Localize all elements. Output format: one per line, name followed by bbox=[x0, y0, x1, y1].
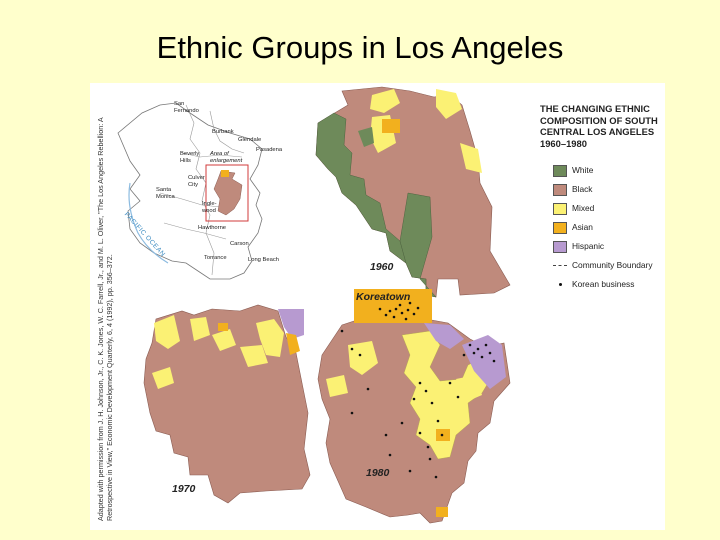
inset-map bbox=[117, 102, 263, 280]
legend-swatch-mixed bbox=[553, 203, 567, 215]
label-area-of-enlargement: Area of enlargement bbox=[210, 151, 243, 164]
legend-item-mixed: Mixed bbox=[553, 201, 663, 220]
legend-label-community-boundary: Community Boundary bbox=[572, 260, 653, 270]
mixed-area-1970 bbox=[190, 317, 210, 341]
area-of-enlargement-box bbox=[205, 164, 249, 222]
year-label-1960: 1960 bbox=[370, 261, 394, 273]
legend: White Black Mixed Asian Hispanic Communi… bbox=[553, 163, 663, 296]
county-outline bbox=[117, 102, 263, 280]
map-1980 bbox=[317, 289, 511, 524]
freeway-line bbox=[163, 222, 227, 240]
legend-item-white: White bbox=[553, 163, 663, 182]
asian-area-1960 bbox=[382, 119, 400, 133]
year-label-1970: 1970 bbox=[172, 483, 196, 495]
legend-label-asian: Asian bbox=[572, 222, 593, 232]
label-glendale: Glendale bbox=[238, 137, 262, 143]
hispanic-area-1970 bbox=[278, 309, 304, 339]
label-torrance: Torrance bbox=[204, 255, 227, 261]
mixed-area-1980 bbox=[348, 341, 378, 375]
freeway-line bbox=[159, 192, 221, 208]
korean-business-dot-icon bbox=[559, 283, 562, 286]
legend-swatch-white bbox=[553, 165, 567, 177]
legend-label-korean-business: Korean business bbox=[572, 279, 635, 289]
legend-swatch-hispanic bbox=[553, 241, 567, 253]
legend-swatch-black bbox=[553, 184, 567, 196]
year-label-1980: 1980 bbox=[366, 467, 390, 479]
asian-area-1970 bbox=[218, 323, 228, 331]
legend-item-community-boundary: Community Boundary bbox=[553, 258, 663, 277]
label-carson: Carson bbox=[230, 241, 249, 247]
label-pasadena: Pasadena bbox=[256, 147, 283, 153]
label-santa-monica: Santa Monica bbox=[156, 187, 175, 200]
mixed-area-1980 bbox=[401, 330, 495, 460]
maps-drawing bbox=[117, 86, 511, 524]
mixed-area-1970 bbox=[212, 329, 236, 351]
label-burbank: Burbank bbox=[212, 129, 234, 135]
legend-item-hispanic: Hispanic bbox=[553, 239, 663, 258]
map-1970 bbox=[143, 304, 311, 504]
white-pocket-1960 bbox=[358, 127, 374, 147]
legend-item-black: Black bbox=[553, 182, 663, 201]
label-long-beach: Long Beach bbox=[248, 257, 279, 263]
mixed-area-1970 bbox=[152, 367, 174, 389]
mixed-area-1980 bbox=[326, 375, 348, 397]
freeway-line bbox=[209, 110, 245, 154]
ethnic-composition-figure: Adapted with permission from J. H. Johns… bbox=[90, 83, 665, 530]
label-inglewood: Ingle-wood bbox=[202, 201, 217, 214]
mixed-area-1980 bbox=[456, 375, 482, 401]
mixed-area-1970 bbox=[154, 315, 180, 349]
asian-area-1970 bbox=[286, 333, 300, 355]
label-hawthorne: Hawthorne bbox=[198, 225, 227, 231]
legend-item-korean-business: Korean business bbox=[553, 277, 663, 296]
freeway-line bbox=[181, 152, 243, 158]
label-san-fernando: San Fernando bbox=[174, 101, 199, 114]
legend-item-asian: Asian bbox=[553, 220, 663, 239]
legend-label-mixed: Mixed bbox=[572, 203, 595, 213]
mixed-area-1960 bbox=[460, 143, 482, 173]
legend-title: THE CHANGING ETHNIC COMPOSITION OF SOUTH… bbox=[540, 103, 658, 149]
inset-asian-area bbox=[221, 170, 229, 177]
label-culver-city: Culver City bbox=[188, 175, 205, 188]
source-credit: Adapted with permission from J. H. Johns… bbox=[96, 117, 114, 521]
coastline bbox=[128, 182, 169, 264]
mixed-area-1960 bbox=[436, 89, 462, 119]
mixed-area-1970 bbox=[256, 319, 284, 357]
label-beverly-hills: Beverly Hills bbox=[180, 151, 200, 164]
hispanic-area-1980 bbox=[462, 335, 506, 389]
map-1960 bbox=[315, 86, 511, 298]
mixed-area-1960 bbox=[370, 89, 400, 113]
legend-label-hispanic: Hispanic bbox=[572, 241, 605, 251]
korean-business-dots bbox=[340, 301, 496, 479]
legend-label-black: Black bbox=[572, 184, 593, 194]
koreatown-label: Koreatown bbox=[356, 291, 411, 303]
legend-label-white: White bbox=[572, 165, 594, 175]
asian-area-1980 bbox=[436, 507, 448, 517]
community-boundary-line-icon bbox=[553, 265, 567, 266]
mixed-area-1970 bbox=[240, 345, 268, 367]
inset-black-area bbox=[213, 170, 243, 216]
hispanic-area-1980 bbox=[424, 323, 464, 349]
slide-title: Ethnic Groups in Los Angeles bbox=[156, 30, 564, 65]
legend-swatch-asian bbox=[553, 222, 567, 234]
